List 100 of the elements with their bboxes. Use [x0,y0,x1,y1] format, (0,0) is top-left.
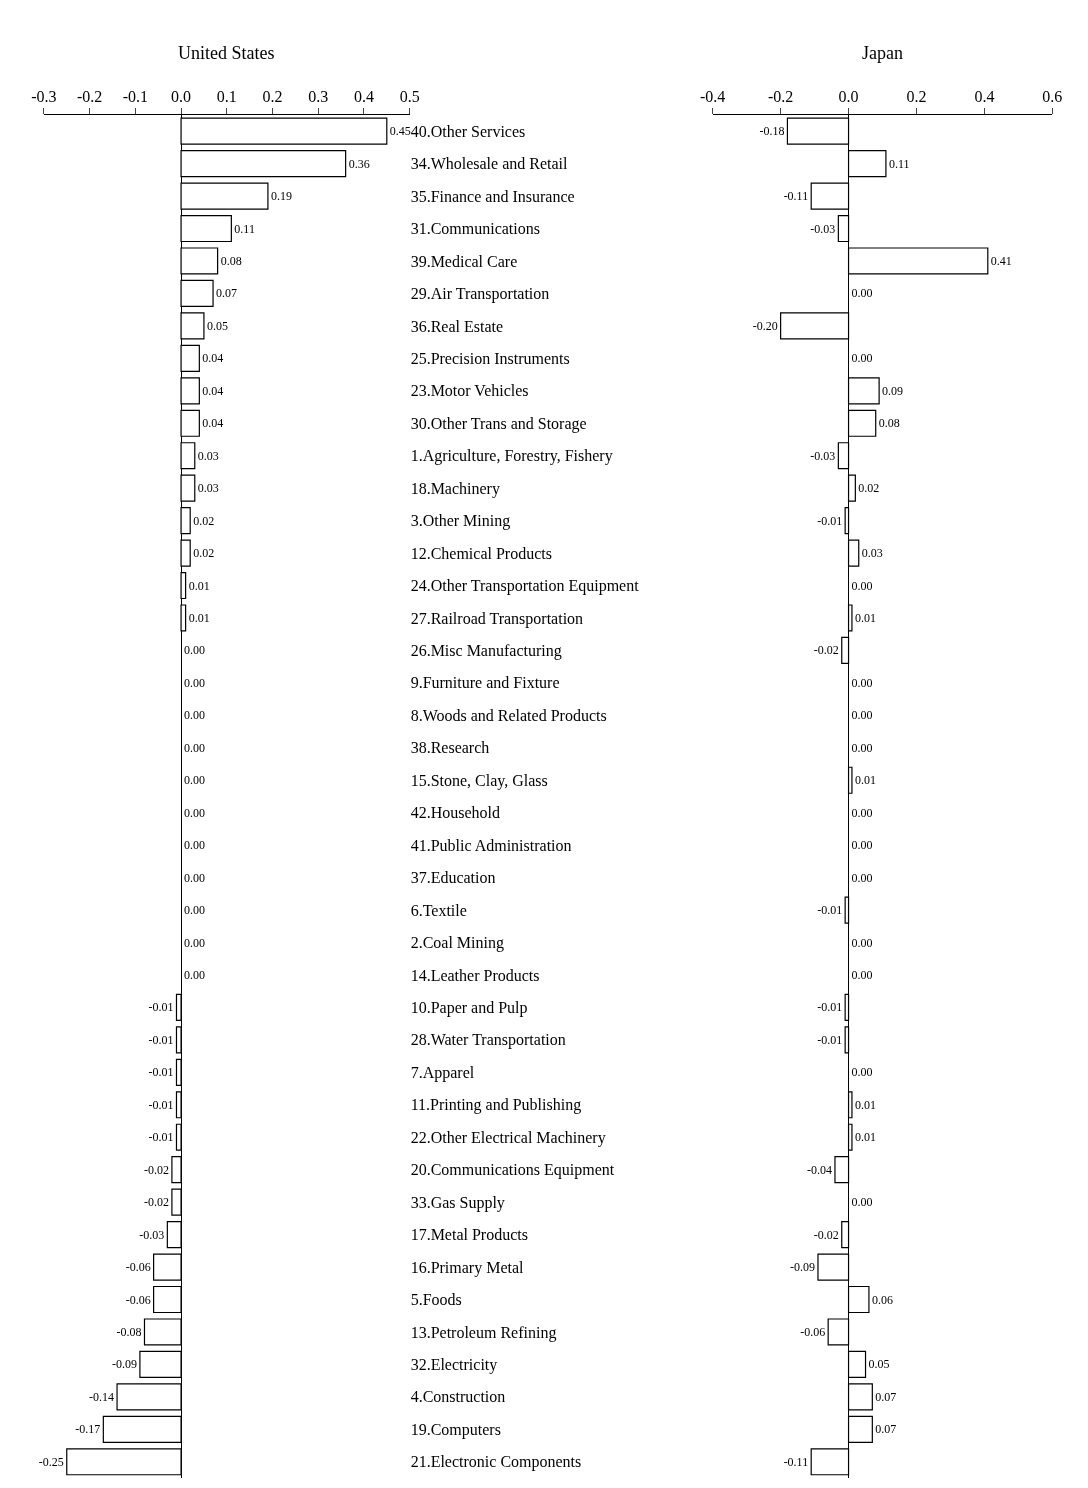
x-tick-label: 0.6 [1042,87,1063,105]
data-label: 0.02 [858,481,880,496]
data-label: 0.11 [234,221,255,236]
y-tick-label: 8.Woods and Related Products [410,706,607,724]
x-tick-label: 0.5 [399,87,420,105]
y-tick-label: 11.Printing and Publishing [410,1096,582,1115]
data-label: 0.00 [851,351,873,366]
data-label: 0.02 [193,546,215,561]
y-tick-label: 36.Real Estate [410,317,504,335]
data-label: -0.03 [810,448,836,463]
data-label: -0.02 [143,1162,169,1177]
y-tick-label: 31.Communications [410,220,540,238]
data-label: 0.00 [851,578,873,593]
data-label: -0.01 [148,1130,174,1145]
data-label: -0.09 [789,1260,815,1275]
data-label: 0.04 [202,383,224,398]
data-label: 0.03 [861,546,883,561]
data-label: 0.07 [875,1389,897,1404]
x-tick-label: -0.1 [122,87,148,105]
data-label: 0.00 [184,838,206,853]
data-label: 0.00 [851,967,873,982]
x-tick-label: 0.0 [171,87,192,105]
data-label: 0.05 [206,318,228,333]
y-tick-label: 20.Communications Equipment [410,1161,615,1180]
data-label: -0.08 [116,1324,142,1339]
y-tick-label: 30.Other Trans and Storage [410,414,587,433]
data-label: 0.00 [184,740,206,755]
data-label: 0.00 [851,1195,873,1210]
y-tick-label: 24.Other Transportation Equipment [410,577,640,596]
x-tick-label: 0.2 [906,87,927,105]
data-label: -0.01 [817,1000,843,1015]
data-label: -0.02 [813,643,839,658]
y-tick-label: 4.Construction [410,1388,506,1406]
y-tick-label: 19.Computers [410,1420,501,1439]
data-label: -0.01 [148,1065,174,1080]
data-label: 0.07 [875,1422,897,1437]
y-tick-label: 28.Water Transportation [410,1031,566,1050]
x-tick-label: 0.2 [262,87,283,105]
data-label: 0.04 [202,351,224,366]
y-tick-label: 32.Electricity [410,1356,498,1375]
data-label: -0.25 [38,1454,64,1469]
data-label: 0.00 [184,935,206,950]
y-tick-label: 29.Air Transportation [410,285,550,304]
data-label: 0.01 [188,610,210,625]
data-label: 0.00 [184,675,206,690]
data-label: -0.06 [125,1260,151,1275]
data-label: -0.03 [810,221,836,236]
data-label: 0.07 [216,286,238,301]
data-label: 0.45 [389,124,411,139]
data-label: 0.00 [184,967,206,982]
y-tick-label: 39.Medical Care [410,252,518,270]
y-tick-label: 2.Coal Mining [410,934,504,953]
data-label: 0.03 [197,448,219,463]
data-label: 0.00 [851,675,873,690]
y-tick-label: 22.Other Electrical Machinery [410,1128,606,1147]
y-tick-label: 5.Foods [410,1291,462,1309]
y-tick-label: 15.Stone, Clay, Glass [410,771,548,790]
y-tick-label: 7.Apparel [410,1063,475,1082]
x-tick-label: -0.2 [76,87,103,105]
data-label: -0.20 [752,318,778,333]
data-label: -0.01 [817,903,843,918]
data-label: 0.08 [878,416,900,431]
y-tick-label: 37.Education [410,869,496,887]
y-tick-label: 1.Agriculture, Forestry, Fishery [410,447,613,466]
data-label: 0.00 [184,708,206,723]
y-tick-label: 21.Electronic Components [410,1453,582,1472]
data-label: -0.11 [783,189,809,204]
x-tick-label: -0.4 [700,87,726,105]
data-label: -0.06 [125,1292,151,1307]
data-label: 0.00 [184,870,206,885]
data-label: -0.01 [148,1000,174,1015]
data-label: 0.08 [220,253,242,268]
data-label: -0.09 [111,1357,137,1372]
data-label: 0.00 [851,1065,873,1080]
chart-title: Japan [862,43,903,63]
data-label: -0.02 [813,1227,839,1242]
data-label: 0.06 [871,1292,893,1307]
data-label: 0.09 [882,383,904,398]
x-tick-label: 0.0 [838,87,859,105]
data-label: 0.11 [888,156,910,171]
x-tick-label: 0.4 [353,87,374,105]
y-tick-label: 9.Furniture and Fixture [410,674,560,692]
y-tick-label: 18.Machinery [410,479,500,498]
y-tick-label: 23.Motor Vehicles [410,382,529,400]
y-tick-label: 41.Public Administration [410,836,572,854]
y-tick-label: 12.Chemical Products [410,544,552,562]
data-label: -0.02 [143,1195,169,1210]
data-label: 0.00 [851,870,873,885]
data-label: 0.19 [270,189,292,204]
data-label: -0.11 [783,1454,809,1469]
data-label: 0.01 [854,610,876,625]
data-label: 0.02 [193,513,215,528]
y-tick-label: 3.Other Mining [410,512,511,531]
data-label: 0.01 [188,578,210,593]
data-label: -0.18 [759,124,785,139]
data-label: -0.01 [148,1032,174,1047]
data-label: -0.01 [817,513,843,528]
data-label: 0.00 [184,643,206,658]
y-tick-label: 26.Misc Manufacturing [410,642,562,661]
y-tick-label: 27.Railroad Transportation [410,609,584,628]
